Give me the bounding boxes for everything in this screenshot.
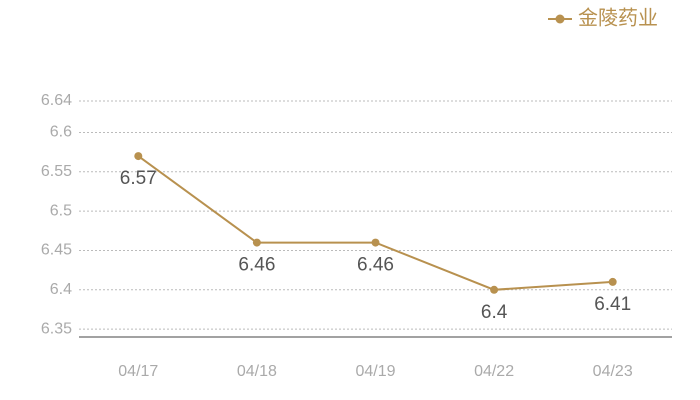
point bbox=[608, 277, 617, 286]
y-tick-label: 6.5 bbox=[50, 202, 72, 219]
point bbox=[490, 285, 499, 294]
y-tick-label: 6.4 bbox=[50, 281, 72, 298]
y-tick-label: 6.45 bbox=[41, 242, 72, 259]
point bbox=[371, 238, 380, 247]
x-tick-label: 04/17 bbox=[118, 363, 158, 380]
value-label: 6.4 bbox=[481, 302, 508, 323]
point bbox=[252, 238, 261, 247]
legend-label: 金陵药业 bbox=[578, 6, 658, 29]
y-tick-label: 6.35 bbox=[41, 320, 72, 337]
value-label: 6.46 bbox=[357, 255, 394, 276]
value-label: 6.46 bbox=[238, 255, 275, 276]
x-tick-label: 04/18 bbox=[237, 363, 277, 380]
value-label: 6.41 bbox=[594, 294, 631, 315]
value-label: 6.57 bbox=[120, 168, 157, 189]
legend-marker bbox=[555, 14, 565, 24]
y-tick-label: 6.64 bbox=[41, 92, 72, 109]
x-tick-label: 04/19 bbox=[355, 363, 395, 380]
point bbox=[134, 152, 143, 161]
y-tick-label: 6.55 bbox=[41, 163, 72, 180]
legend: 金陵药业 bbox=[548, 6, 658, 29]
x-tick-label: 04/22 bbox=[474, 363, 514, 380]
x-tick-label: 04/23 bbox=[593, 363, 633, 380]
y-tick-label: 6.6 bbox=[50, 124, 72, 141]
